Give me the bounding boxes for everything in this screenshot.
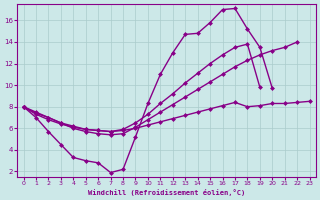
X-axis label: Windchill (Refroidissement éolien,°C): Windchill (Refroidissement éolien,°C) bbox=[88, 189, 245, 196]
